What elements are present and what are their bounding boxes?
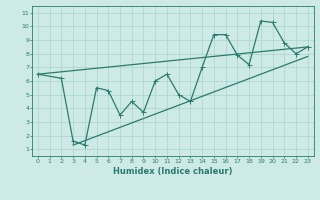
X-axis label: Humidex (Indice chaleur): Humidex (Indice chaleur): [113, 167, 233, 176]
